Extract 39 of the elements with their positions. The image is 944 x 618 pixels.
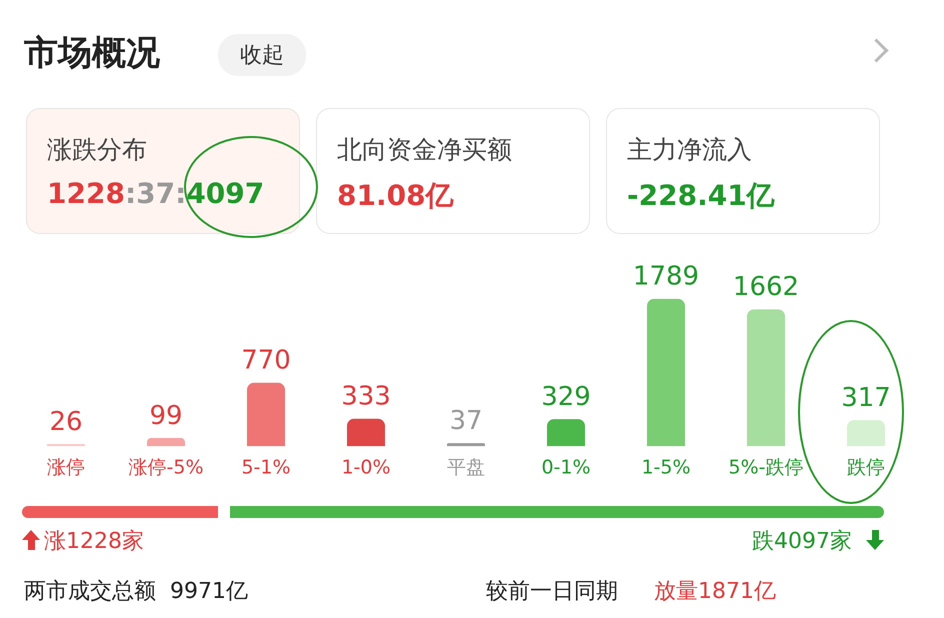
x-tick-label: 涨停 bbox=[47, 456, 85, 479]
text: 两市成交总额 9971亿 bbox=[24, 578, 248, 606]
bar bbox=[547, 419, 585, 446]
x-tick-label: 1-0% bbox=[341, 456, 391, 479]
x-tick-label: 5-1% bbox=[241, 456, 291, 479]
data-label: 329 bbox=[541, 382, 591, 412]
x-tick-label: 平盘 bbox=[447, 456, 485, 479]
chart-title: 市场概况 bbox=[24, 32, 160, 75]
data-label: 770 bbox=[241, 346, 291, 376]
bar bbox=[247, 382, 285, 446]
text: 1228:37:4097 bbox=[47, 177, 264, 210]
x-tick-label: 涨停-5% bbox=[128, 456, 204, 479]
text: 81.08亿 bbox=[337, 178, 454, 214]
data-label: 99 bbox=[149, 400, 183, 431]
data-label: 317 bbox=[841, 382, 891, 413]
x-tick-label: 0-1% bbox=[541, 456, 591, 479]
data-label: 37 bbox=[449, 406, 483, 436]
bar bbox=[447, 443, 485, 446]
text: 较前一日同期 bbox=[486, 578, 618, 606]
bar bbox=[147, 438, 185, 446]
text: -228.41亿 bbox=[627, 178, 775, 214]
text: 涨跌分布 bbox=[47, 134, 147, 166]
bar bbox=[647, 298, 685, 446]
text: 涨1228家 bbox=[44, 528, 144, 556]
bar bbox=[747, 309, 785, 446]
data-label: 333 bbox=[341, 382, 391, 412]
data-label: 1662 bbox=[732, 272, 800, 302]
x-tick-label: 跌停 bbox=[847, 456, 885, 479]
text: 跌4097家 bbox=[752, 528, 852, 556]
text: 主力净流入 bbox=[627, 134, 752, 166]
x-tick-label: 1-5% bbox=[641, 456, 691, 479]
bar bbox=[347, 418, 385, 446]
text: 收起 bbox=[218, 34, 306, 76]
x-tick-label: 5%-跌停 bbox=[728, 456, 804, 479]
data-label: 26 bbox=[49, 406, 83, 437]
text: 北向资金净买额 bbox=[337, 134, 512, 166]
data-label: 1789 bbox=[632, 262, 700, 292]
bar bbox=[847, 420, 885, 446]
text: 放量1871亿 bbox=[654, 578, 776, 606]
